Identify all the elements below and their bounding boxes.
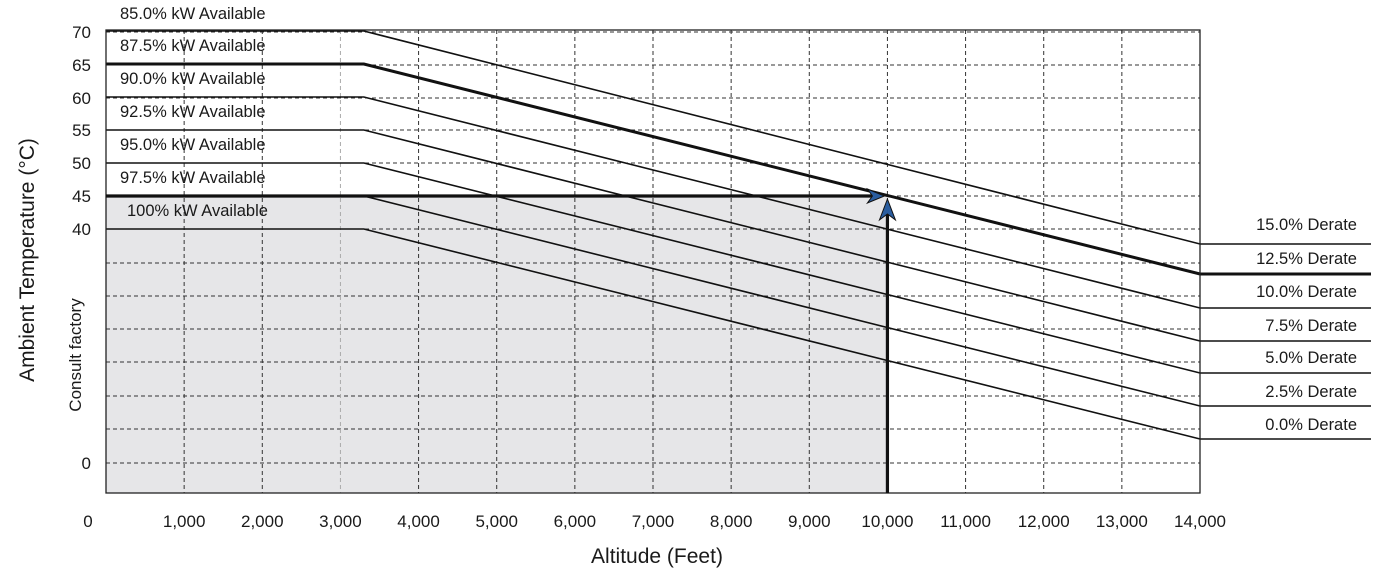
x-tick-label: 2,000 [241, 512, 284, 531]
series-line [106, 129, 1371, 342]
y-axis-title: Ambient Temperature (°C) [16, 138, 39, 382]
derate-label: 5.0% Derate [1265, 349, 1357, 367]
x-tick-label: 7,000 [632, 512, 675, 531]
available-label: 97.5% kW Available [120, 169, 266, 187]
y-tick-label: 40 [72, 220, 91, 239]
derate-label: 2.5% Derate [1265, 383, 1357, 401]
example-arrowhead-up [878, 197, 897, 222]
x-tick-label: 13,000 [1096, 512, 1148, 531]
x-tick-label: 5,000 [475, 512, 518, 531]
y-tick-label: 50 [72, 154, 91, 173]
x-tick-label: 8,000 [710, 512, 753, 531]
x-tick-label: 11,000 [940, 512, 991, 531]
y-axis-subtitle: Consult factory [66, 298, 85, 412]
series-line [106, 228, 1371, 440]
example-arrowhead-right [866, 187, 886, 205]
y-tick-label: 70 [72, 23, 91, 42]
available-label: 95.0% kW Available [120, 136, 266, 154]
available-label: 90.0% kW Available [120, 70, 266, 88]
labels-layer: 0 1,000 2,000 3,000 4,000 5,000 6,000 7,000 8,00… [72, 5, 1357, 531]
available-label: 87.5% kW Available [120, 37, 266, 55]
available-label: 92.5% kW Available [120, 103, 266, 121]
derate-label: 0.0% Derate [1265, 416, 1357, 434]
x-tick-label: 10,000 [861, 512, 913, 531]
series-line [106, 30, 1371, 245]
x-tick-label: 14,000 [1174, 512, 1226, 531]
series-line [106, 162, 1371, 374]
y-tick-label: 60 [72, 89, 91, 108]
series-lines-layer [106, 30, 1371, 440]
y-tick-label: 55 [72, 121, 91, 140]
x-tick-label: 3,000 [319, 512, 362, 531]
series-line [106, 96, 1371, 309]
available-label: 85.0% kW Available [120, 5, 266, 23]
x-tick-label: 12,000 [1018, 512, 1070, 531]
plot-frame [105, 29, 1201, 494]
x-tick-label: 9,000 [788, 512, 831, 531]
example-layer [106, 187, 897, 493]
derate-label: 7.5% Derate [1265, 317, 1357, 335]
series-line [106, 62, 1371, 276]
x-tick-label: 6,000 [554, 512, 597, 531]
available-label: 100% kW Available [127, 202, 268, 220]
plot-frame-layer [105, 29, 1201, 494]
grid-layer [106, 30, 1200, 493]
y-tick-label: 65 [72, 56, 91, 75]
derate-label: 15.0% Derate [1256, 216, 1357, 234]
x-tick-label: 4,000 [397, 512, 440, 531]
y-tick-label: 0 [82, 454, 91, 473]
x-tick-label: 1,000 [163, 512, 206, 531]
y-tick-label: 45 [72, 187, 91, 206]
x-tick-label: 0 [83, 512, 92, 531]
derate-label: 12.5% Derate [1256, 250, 1357, 268]
x-axis-title: Altitude (Feet) [591, 545, 723, 568]
derate-label: 10.0% Derate [1256, 283, 1357, 301]
